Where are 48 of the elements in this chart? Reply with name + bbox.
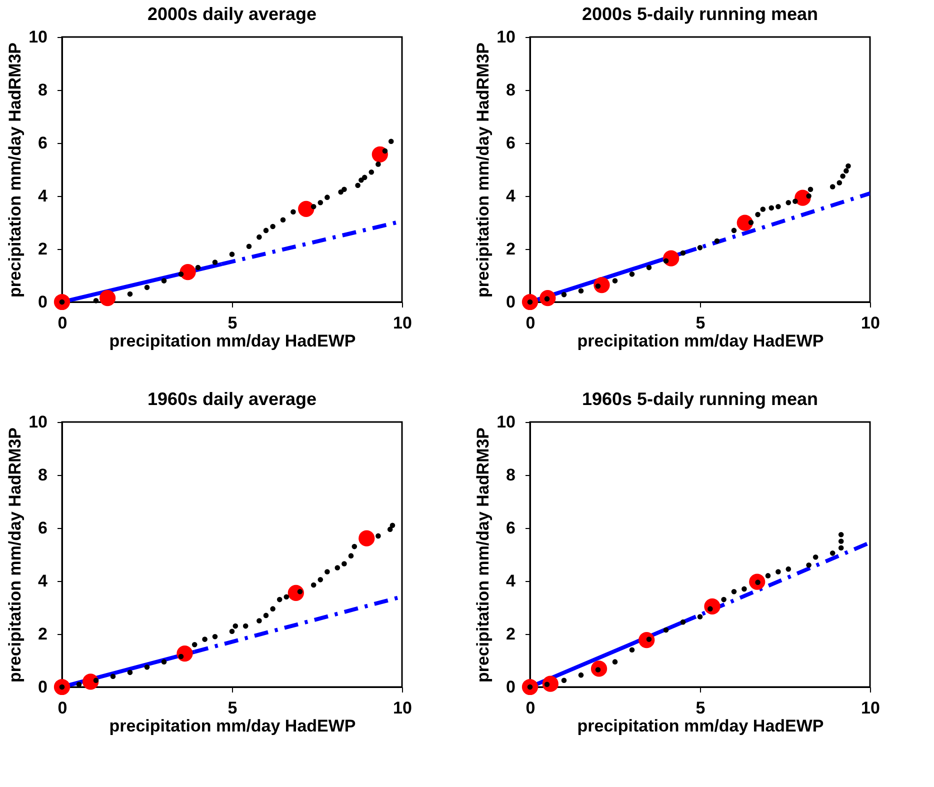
y-tick-label: 4 [38, 186, 48, 206]
y-tick-label: 0 [38, 292, 48, 312]
y-tick-label: 4 [38, 572, 48, 590]
y-tick-label: 8 [38, 466, 48, 484]
y-tick-label: 6 [38, 134, 48, 152]
chart-title: 1960s 5-daily running mean [582, 389, 818, 409]
x-tick-label: 5 [696, 314, 706, 332]
x-axis-title: precipitation mm/day HadEWP [577, 332, 824, 350]
y-tick-label: 2 [38, 624, 48, 644]
x-tick-label: 10 [393, 314, 412, 332]
chart-title: 2000s 5-daily running mean [582, 4, 818, 24]
x-tick-label: 0 [58, 698, 68, 718]
x-tick-label: 0 [526, 698, 536, 718]
y-tick-label: 6 [506, 518, 516, 538]
x-tick-label: 10 [861, 314, 880, 332]
y-axis-title: precipitation mm/day HadRM3P [6, 42, 25, 298]
y-axis-title: precipitation mm/day HadRM3P [474, 42, 493, 298]
y-tick-label: 0 [506, 292, 516, 312]
y-tick-label: 8 [506, 80, 516, 100]
x-axis-title: precipitation mm/day HadEWP [109, 332, 356, 350]
x-tick-label: 5 [696, 698, 706, 718]
y-tick-label: 0 [506, 678, 516, 696]
x-axis-title: precipitation mm/day HadEWP [109, 716, 356, 736]
y-tick-label: 0 [38, 678, 48, 696]
y-tick-label: 6 [506, 134, 516, 152]
y-tick-label: 6 [38, 518, 48, 538]
y-tick-label: 2 [506, 624, 516, 644]
x-tick-label: 10 [861, 698, 880, 718]
x-tick-label: 0 [58, 314, 68, 332]
y-tick-label: 10 [28, 412, 48, 432]
x-tick-label: 0 [526, 314, 536, 332]
y-tick-label: 10 [28, 28, 48, 46]
x-tick-label: 5 [228, 698, 238, 718]
y-axis-title: precipitation mm/day HadRM3P [474, 427, 493, 683]
y-tick-label: 2 [506, 240, 516, 258]
x-tick-label: 10 [393, 698, 412, 718]
y-tick-label: 8 [506, 466, 516, 484]
x-tick-label: 5 [228, 314, 238, 332]
y-tick-label: 2 [38, 240, 48, 258]
y-tick-label: 10 [496, 412, 516, 432]
y-tick-label: 10 [496, 28, 516, 46]
y-axis-title: precipitation mm/day HadRM3P [6, 427, 25, 683]
x-axis-title: precipitation mm/day HadEWP [577, 716, 824, 736]
y-tick-label: 4 [506, 186, 516, 206]
chart-title: 1960s daily average [147, 389, 317, 409]
y-tick-label: 8 [38, 80, 48, 100]
chart-title: 2000s daily average [147, 4, 317, 24]
y-tick-label: 4 [506, 572, 516, 590]
